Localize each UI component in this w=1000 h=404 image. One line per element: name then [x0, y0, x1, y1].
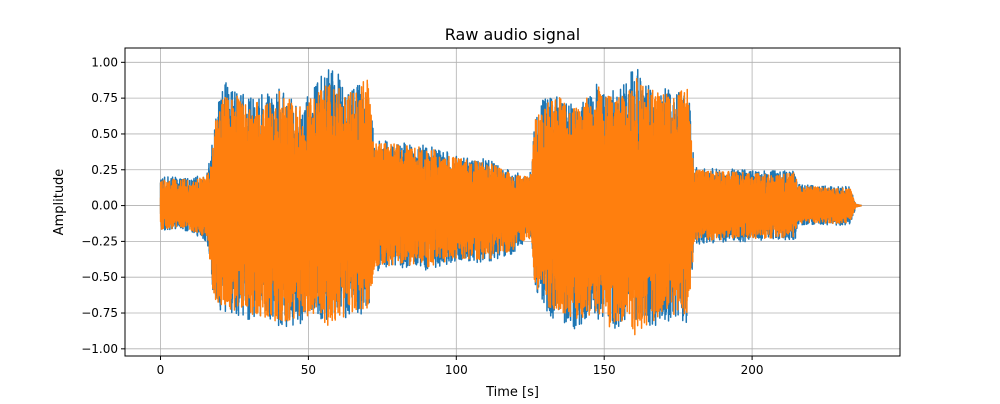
x-tick-label: 0 [157, 363, 165, 377]
series-layer [159, 68, 863, 336]
audio-series-2 [159, 77, 863, 336]
chart-title: Raw audio signal [445, 25, 581, 44]
y-tick-label: −0.50 [81, 270, 118, 284]
plot-area-frame [124, 47, 901, 357]
y-tick-label: −0.25 [81, 234, 118, 248]
x-tick-label: 50 [301, 363, 316, 377]
y-tick-label: −1.00 [81, 342, 118, 356]
x-axis-label: Time [s] [485, 385, 539, 400]
axis-ticks: 0 50 100 150 200 −1.00 −0.75 −0.50 −0.25 0.00 0.25… [81, 55, 763, 377]
y-tick-label: 0.00 [91, 199, 118, 213]
y-axis-label: Amplitude [52, 169, 67, 236]
x-tick-label: 100 [445, 363, 468, 377]
x-tick-label: 200 [741, 363, 764, 377]
y-tick-label: 0.75 [91, 91, 118, 105]
y-tick-label: 1.00 [91, 55, 118, 69]
y-tick-label: 0.50 [91, 127, 118, 141]
y-tick-label: 0.25 [91, 163, 118, 177]
x-tick-label: 150 [593, 363, 616, 377]
y-tick-label: −0.75 [81, 306, 118, 320]
